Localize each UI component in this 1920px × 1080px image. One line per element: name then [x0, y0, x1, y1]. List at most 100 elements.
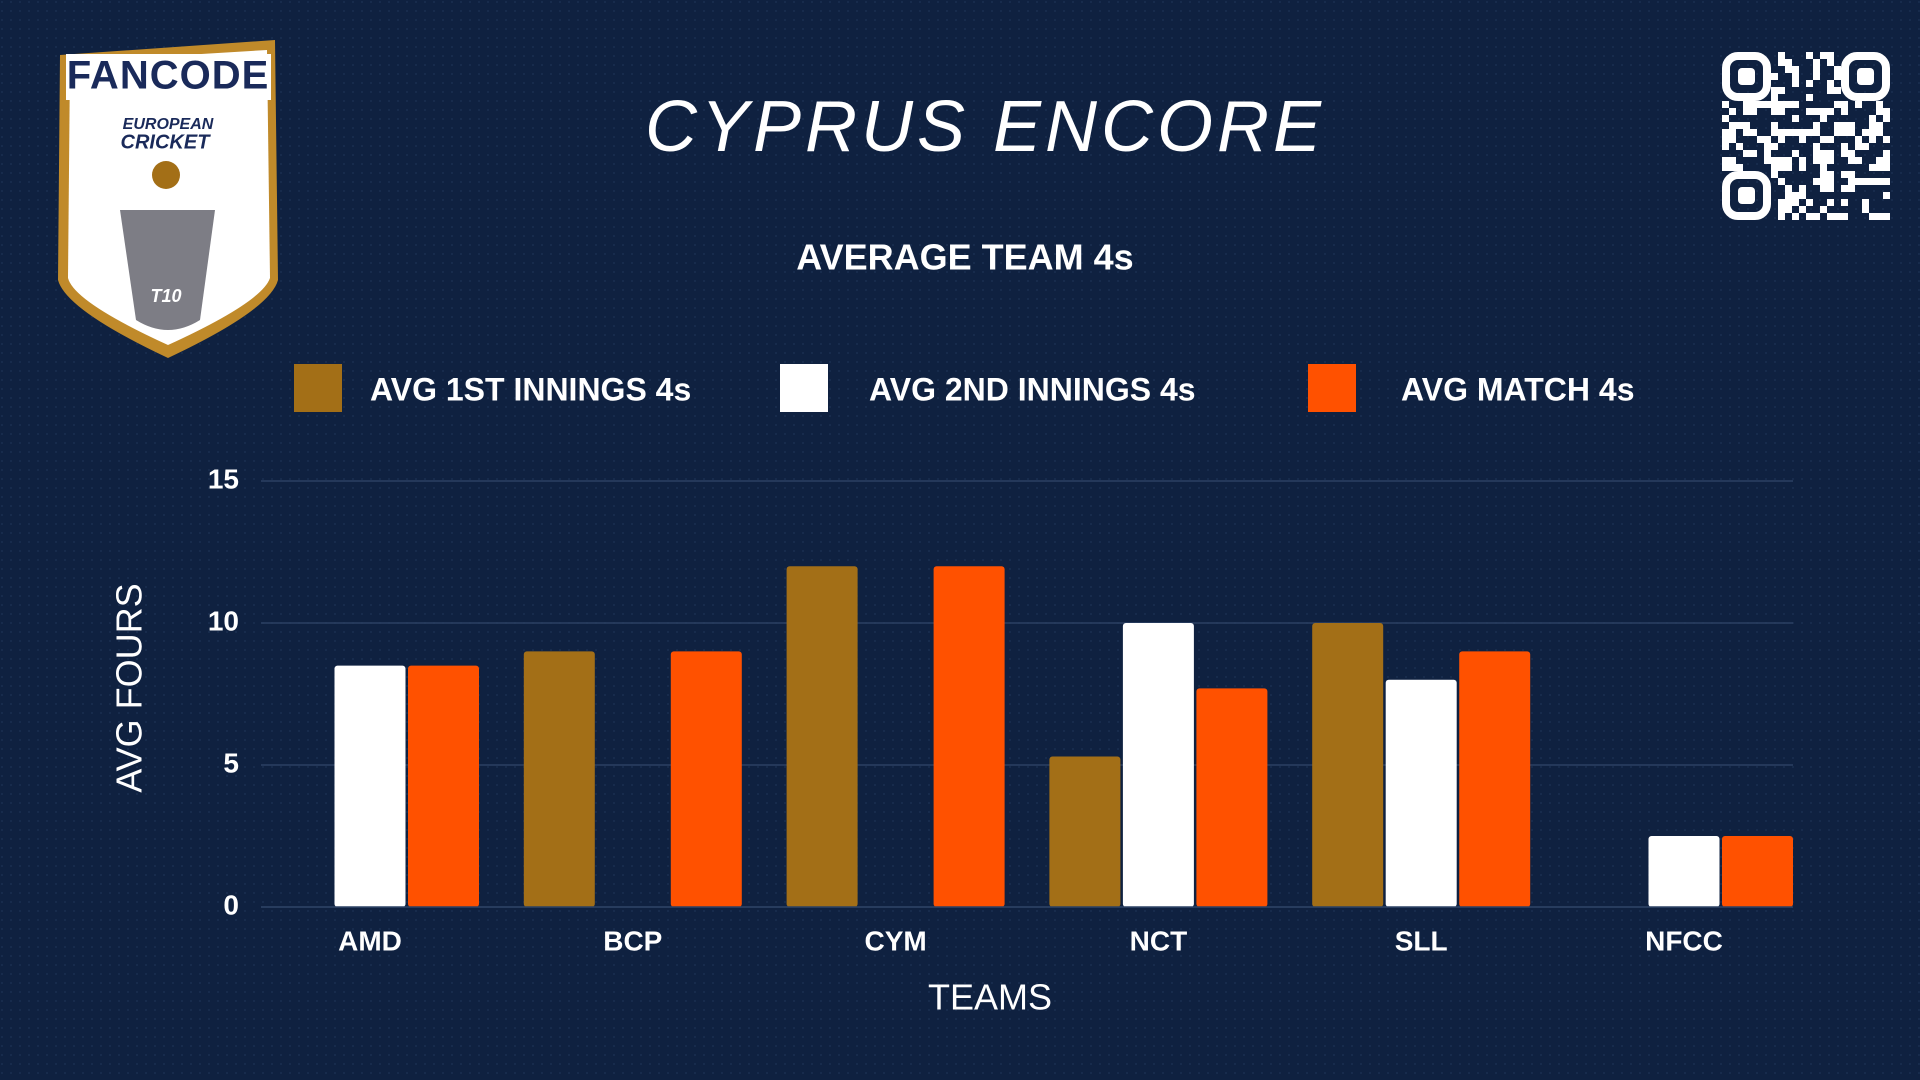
- x-tick-label: NFCC: [1645, 925, 1723, 956]
- qr-cell: [1813, 143, 1820, 150]
- qr-cell: [1820, 157, 1827, 164]
- qr-cell: [1785, 185, 1792, 192]
- bar: [1312, 623, 1384, 907]
- qr-cell: [1848, 129, 1855, 136]
- legend-label: AVG MATCH 4s: [1401, 371, 1635, 407]
- qr-cell: [1869, 129, 1876, 136]
- qr-cell: [1792, 80, 1799, 87]
- qr-cell: [1876, 108, 1883, 115]
- logo: FANCODE EUROPEAN CRICKET T10: [58, 40, 278, 358]
- qr-cell: [1736, 122, 1743, 129]
- qr-cell: [1778, 178, 1785, 185]
- qr-cell: [1764, 136, 1771, 143]
- qr-cell: [1722, 101, 1729, 108]
- qr-cell: [1750, 101, 1757, 108]
- qr-cell: [1764, 150, 1771, 157]
- qr-cell: [1813, 59, 1820, 66]
- qr-cell: [1827, 157, 1834, 164]
- qr-cell: [1827, 213, 1834, 220]
- x-tick-label: AMD: [338, 925, 402, 956]
- qr-cell: [1876, 157, 1883, 164]
- qr-cell: [1883, 115, 1890, 122]
- qr-cell: [1841, 129, 1848, 136]
- qr-cell: [1827, 199, 1834, 206]
- x-tick-label: NCT: [1130, 925, 1188, 956]
- qr-cell: [1792, 115, 1799, 122]
- qr-cell: [1813, 73, 1820, 80]
- qr-cell: [1834, 122, 1841, 129]
- qr-cell: [1792, 199, 1799, 206]
- qr-cell: [1778, 199, 1785, 206]
- qr-cell: [1862, 206, 1869, 213]
- logo-band: [66, 54, 271, 100]
- qr-cell: [1722, 157, 1729, 164]
- qr-cell: [1750, 150, 1757, 157]
- qr-cell: [1778, 164, 1785, 171]
- logo-trophy: [120, 210, 215, 330]
- logo-brand: FANCODE: [67, 54, 270, 98]
- qr-cell: [1848, 157, 1855, 164]
- qr-cell: [1820, 115, 1827, 122]
- qr-cell: [1729, 136, 1736, 143]
- qr-cell: [1848, 185, 1855, 192]
- qr-cell: [1771, 87, 1778, 94]
- bar: [1196, 688, 1268, 907]
- chart-title: CYPRUS ENCORE: [645, 87, 1325, 167]
- bar: [1122, 623, 1194, 907]
- qr-cell: [1799, 129, 1806, 136]
- qr-cell: [1729, 164, 1736, 171]
- qr-cell: [1841, 143, 1848, 150]
- x-tick-label: CYM: [864, 925, 926, 956]
- qr-cell: [1876, 129, 1883, 136]
- qr-cell: [1848, 171, 1855, 178]
- qr-cell: [1785, 129, 1792, 136]
- qr-cell: [1806, 108, 1813, 115]
- qr-cell: [1771, 164, 1778, 171]
- qr-cell: [1827, 185, 1834, 192]
- logo-badge: T10: [150, 286, 181, 306]
- qr-cell: [1876, 101, 1883, 108]
- qr-finder-center: [1738, 68, 1755, 85]
- qr-cell: [1848, 178, 1855, 185]
- qr-cell: [1827, 108, 1834, 115]
- qr-cell: [1778, 59, 1785, 66]
- qr-cell: [1841, 185, 1848, 192]
- qr-cell: [1869, 122, 1876, 129]
- qr-cell: [1729, 108, 1736, 115]
- qr-cell: [1827, 80, 1834, 87]
- qr-cell: [1722, 164, 1729, 171]
- qr-code: [1722, 52, 1890, 220]
- qr-cell: [1883, 108, 1890, 115]
- qr-cell: [1771, 101, 1778, 108]
- qr-cell: [1820, 164, 1827, 171]
- qr-cell: [1778, 52, 1785, 59]
- qr-cell: [1743, 150, 1750, 157]
- logo-shield: [68, 50, 270, 345]
- qr-cell: [1771, 122, 1778, 129]
- qr-cell: [1883, 136, 1890, 143]
- qr-cell: [1785, 157, 1792, 164]
- qr-cell: [1827, 59, 1834, 66]
- qr-finder: [1841, 52, 1890, 101]
- qr-cell: [1820, 136, 1827, 143]
- qr-cell: [1883, 178, 1890, 185]
- qr-cell: [1883, 192, 1890, 199]
- qr-cell: [1827, 150, 1834, 157]
- qr-finder-center: [1857, 68, 1874, 85]
- qr-cell: [1778, 129, 1785, 136]
- logo-line1: EUROPEAN: [123, 116, 214, 133]
- qr-cell: [1855, 101, 1862, 108]
- qr-cell: [1778, 108, 1785, 115]
- qr-cell: [1722, 115, 1729, 122]
- qr-cell: [1736, 164, 1743, 171]
- qr-cell: [1876, 213, 1883, 220]
- qr-cell: [1785, 164, 1792, 171]
- x-axis-label: TEAMS: [928, 977, 1052, 1018]
- qr-cell: [1785, 199, 1792, 206]
- qr-cell: [1876, 122, 1883, 129]
- qr-cell: [1820, 150, 1827, 157]
- qr-cell: [1757, 136, 1764, 143]
- qr-cell: [1792, 73, 1799, 80]
- qr-cell: [1729, 157, 1736, 164]
